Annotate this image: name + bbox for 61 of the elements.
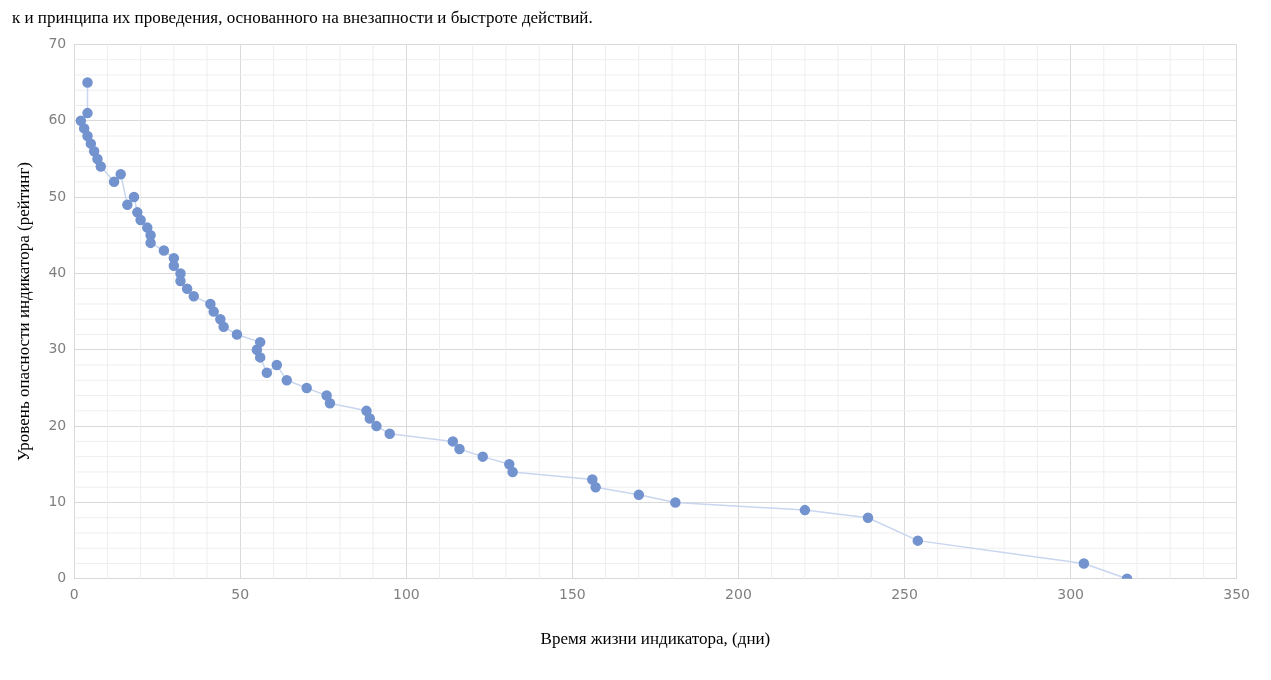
point: [912, 535, 924, 546]
point: [128, 191, 140, 203]
point: [454, 443, 465, 455]
point: [115, 168, 126, 180]
point: [231, 329, 243, 340]
x-tick-label: 150: [559, 585, 586, 602]
point: [799, 504, 811, 516]
y-tick-label: 50: [48, 187, 67, 204]
point: [261, 367, 273, 378]
point: [477, 451, 488, 462]
point: [108, 176, 120, 188]
point: [507, 466, 518, 478]
point: [271, 359, 283, 371]
y-axis-title: Уровень опасности индикатора (рейтинг): [13, 161, 33, 462]
point: [447, 436, 459, 447]
point: [504, 459, 515, 470]
x-axis-title: Время жизни индикатора, (дни): [540, 629, 771, 649]
y-tick-label: 30: [48, 340, 67, 357]
y-tick-label: 0: [57, 569, 67, 586]
point: [633, 489, 645, 501]
y-tick-label: 70: [48, 35, 67, 52]
point: [215, 313, 226, 325]
x-tick-label: 300: [1057, 585, 1084, 602]
point: [384, 428, 395, 439]
point: [188, 291, 200, 302]
point: [135, 214, 146, 226]
point: [1078, 558, 1090, 569]
point: [301, 382, 312, 394]
point: [208, 306, 219, 317]
point: [218, 321, 229, 333]
point: [205, 298, 216, 310]
point: [590, 481, 601, 493]
point: [281, 375, 293, 386]
point: [181, 283, 193, 294]
point: [82, 77, 93, 88]
x-tick-label: 100: [392, 585, 420, 602]
x-tick-label: 250: [891, 585, 918, 602]
point: [371, 420, 382, 432]
y-tick-label: 40: [48, 264, 67, 281]
point: [670, 497, 681, 508]
point: [82, 107, 93, 119]
text: к и принципа их проведения, основанного на внезапности и быстроте действий.: [11, 8, 594, 28]
x-tick-label: 350: [1223, 585, 1251, 602]
point: [321, 390, 332, 401]
x-tick-label: 50: [231, 585, 250, 602]
point: [132, 207, 143, 218]
point: [122, 199, 133, 210]
y-tick-label: 10: [48, 493, 67, 510]
point: [158, 245, 170, 256]
point: [254, 352, 266, 363]
y-tick-label: 60: [48, 111, 67, 128]
point: [254, 336, 266, 348]
point: [78, 123, 90, 134]
point: [95, 161, 107, 172]
y-tick-label: 20: [48, 416, 67, 433]
point: [862, 512, 874, 523]
x-tick-label: 200: [725, 585, 752, 602]
point: [364, 413, 376, 424]
x-tick-label: 0: [69, 585, 79, 602]
point: [88, 146, 100, 157]
point: [324, 397, 336, 409]
